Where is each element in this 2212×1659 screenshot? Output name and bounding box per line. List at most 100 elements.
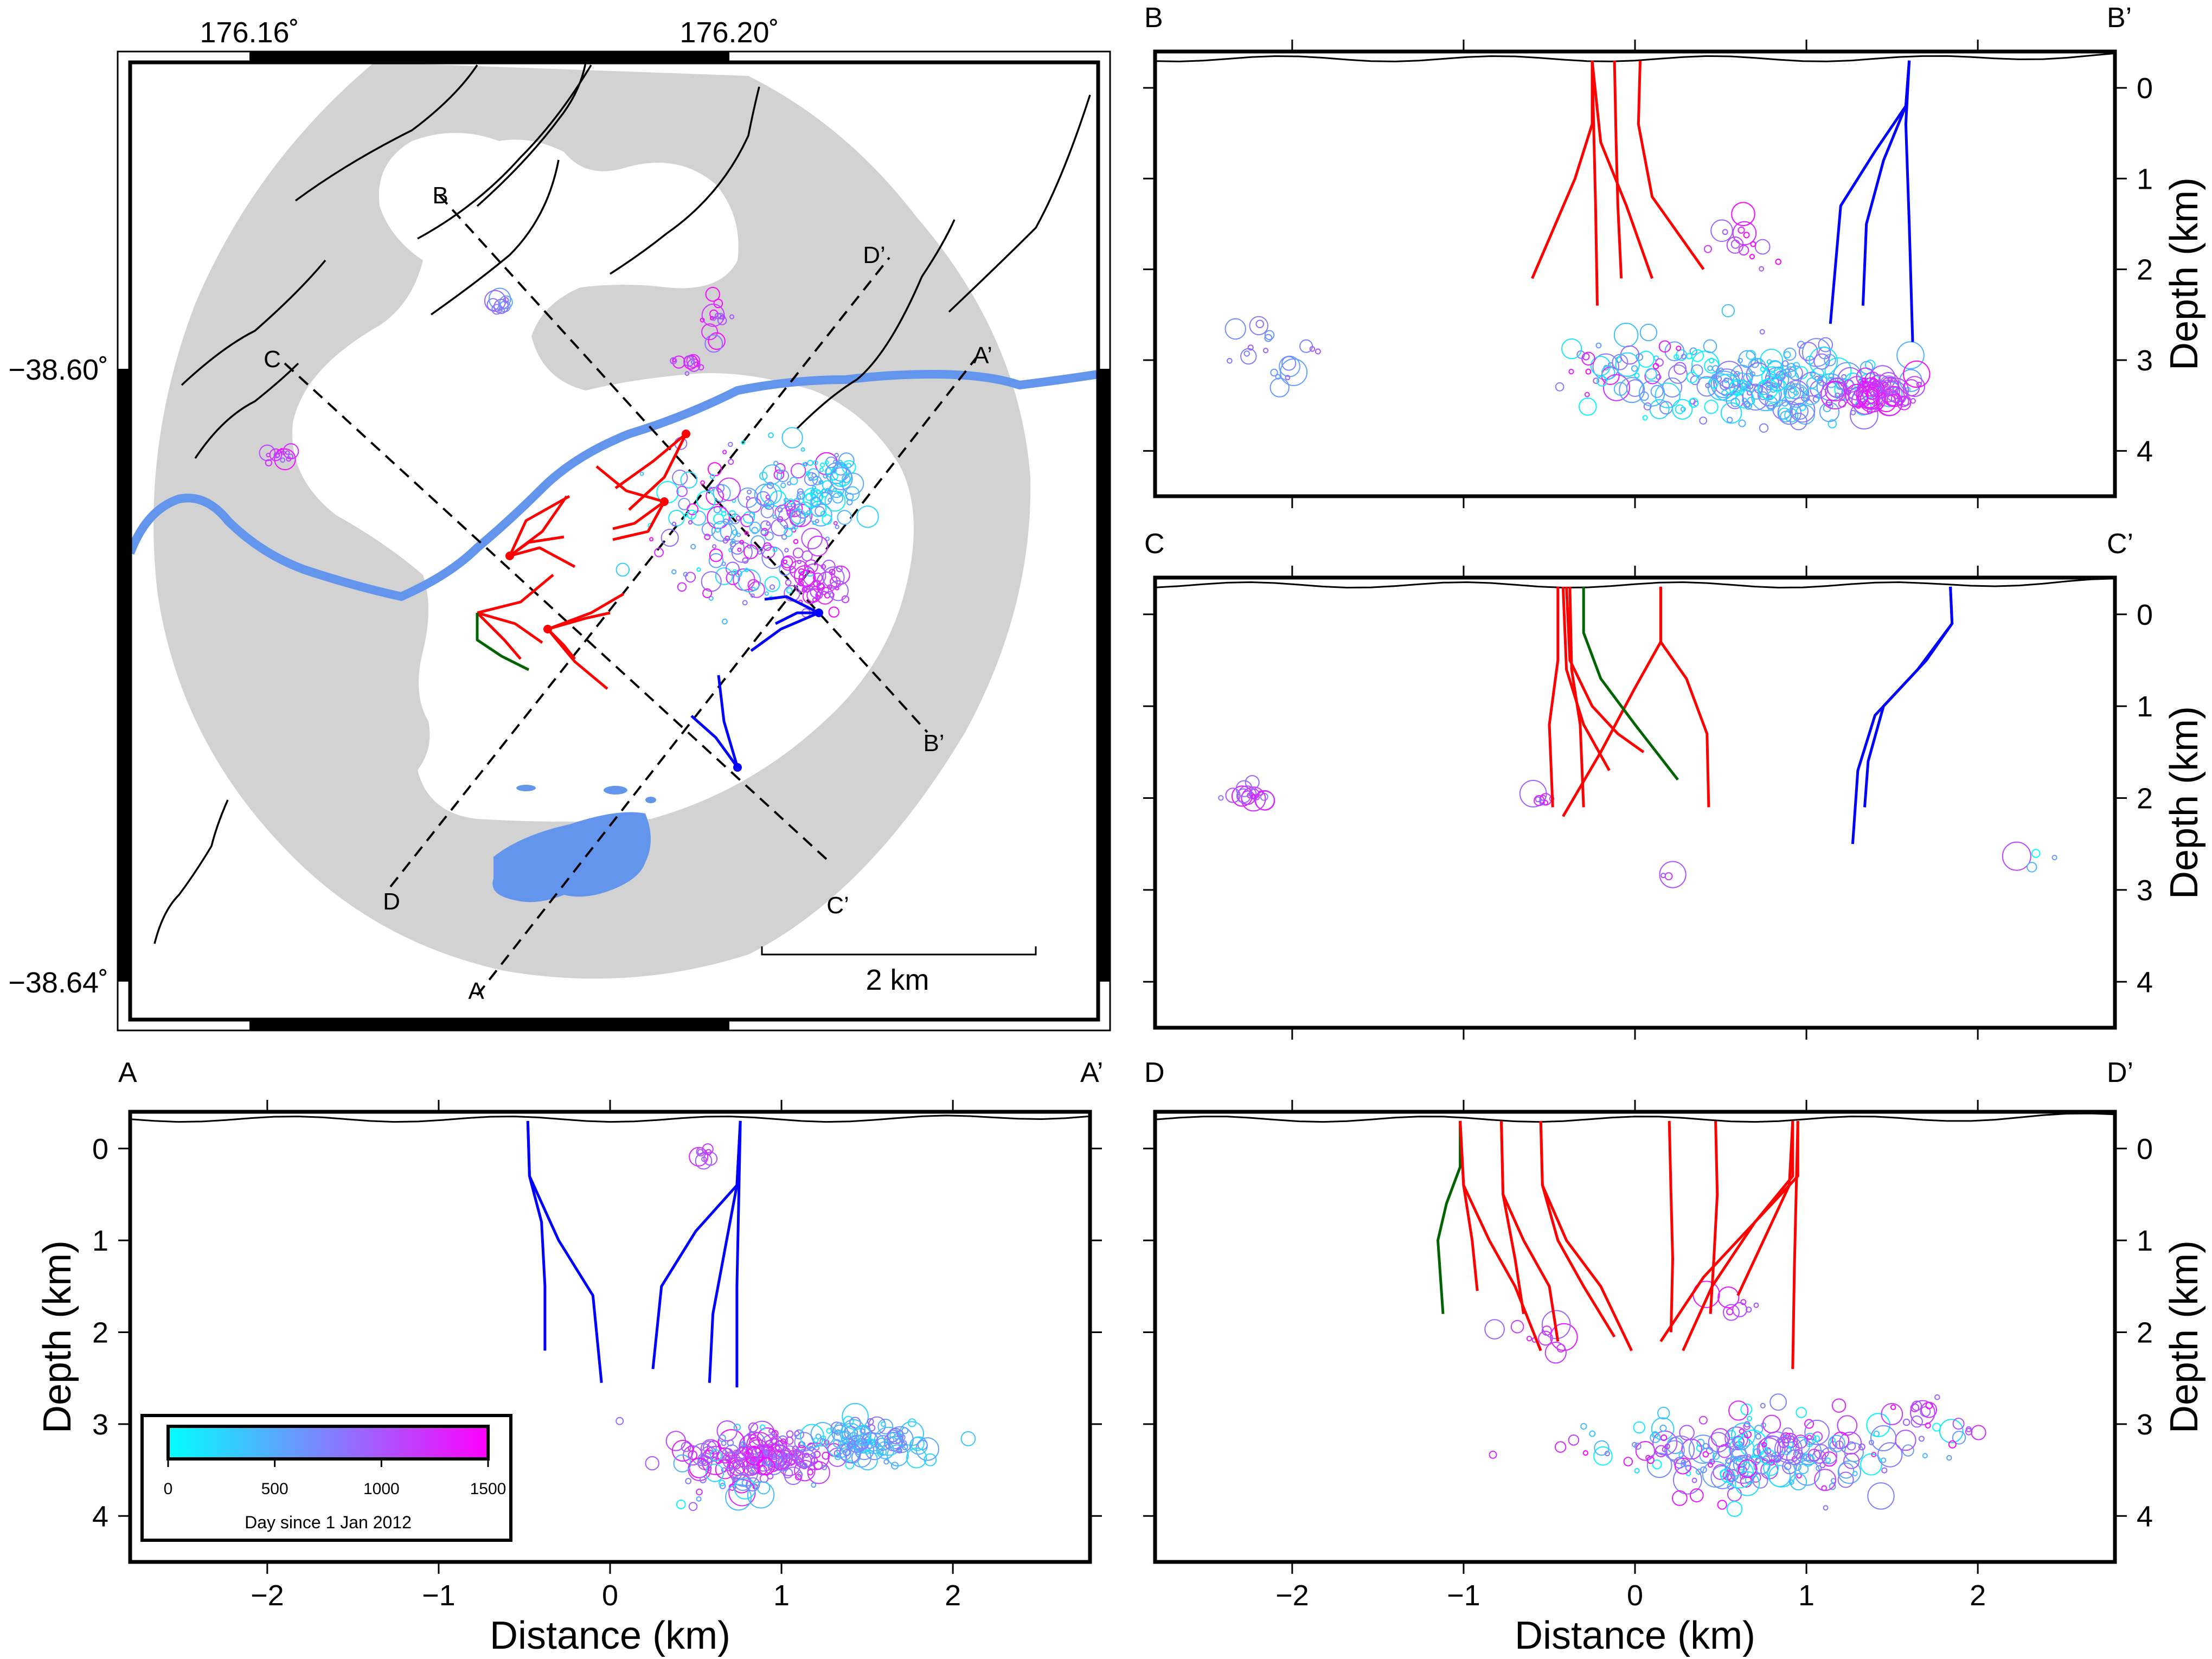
- map-earthquake: [743, 544, 759, 559]
- map-earthquake: [711, 521, 733, 542]
- earthquake-point: [1725, 1457, 1732, 1464]
- map-earthquake: [750, 593, 755, 598]
- map-earthquake: [740, 514, 754, 528]
- map-well-red: [476, 612, 522, 660]
- earthquake-point: [1738, 419, 1746, 427]
- map-earthquake: [690, 543, 696, 550]
- earthquake-point: [1632, 1442, 1637, 1447]
- earthquake-point: [689, 1146, 709, 1167]
- x-tick-label: −2: [1275, 1579, 1309, 1612]
- earthquake-point: [1861, 377, 1881, 397]
- map-earthquake: [705, 287, 721, 302]
- map-earthquake: [708, 332, 726, 350]
- map-well-red: [509, 495, 568, 557]
- map-earthquake: [811, 472, 817, 478]
- earthquake-point: [1264, 334, 1273, 342]
- earthquake-point: [1659, 1424, 1667, 1432]
- earthquake-point: [896, 1447, 902, 1453]
- earthquake-point: [756, 1481, 771, 1495]
- earthquake-point: [1724, 1426, 1749, 1451]
- map-earthquake: [285, 450, 290, 455]
- earthquake-point: [1717, 1286, 1740, 1309]
- map-earthquake: [834, 452, 839, 458]
- earthquake-point: [1535, 796, 1541, 803]
- y-tick-label: 1: [2137, 690, 2153, 723]
- earthquake-point: [1285, 375, 1291, 381]
- earthquake-point: [1689, 1488, 1704, 1503]
- map-earthquake: [793, 539, 799, 545]
- map-earthquake: [778, 505, 802, 529]
- x-tick-label: 0: [602, 1579, 618, 1612]
- earthquake-point: [1664, 1443, 1670, 1449]
- earthquake-point: [1760, 349, 1784, 372]
- map-earthquake: [265, 459, 273, 466]
- earthquake-point: [1796, 1407, 1807, 1418]
- earthquake-point: [1542, 800, 1548, 806]
- earthquake-point: [854, 1425, 871, 1443]
- earthquake-point: [1881, 1457, 1887, 1463]
- map-wellhead: [682, 430, 690, 438]
- earthquake-point: [1728, 1400, 1749, 1421]
- earthquake-point: [1751, 389, 1762, 400]
- map-earthquake: [269, 448, 283, 462]
- map-well-red: [612, 501, 666, 541]
- map-earthquake: [775, 463, 786, 474]
- earthquake-point: [1664, 341, 1685, 362]
- earthquake-point: [722, 1451, 741, 1470]
- map-earthquake: [728, 510, 736, 518]
- earthquake-point: [1650, 1432, 1661, 1443]
- earthquake-point: [1634, 1468, 1640, 1474]
- earthquake-point: [1243, 350, 1250, 357]
- map-earthquake: [770, 584, 775, 590]
- earthquake-point: [665, 1431, 687, 1451]
- earthquake-point: [1568, 369, 1574, 375]
- earthquake-point: [673, 1454, 691, 1472]
- colorbar-legend: 0 500 1000 1500 Day since 1 Jan 2012: [140, 1414, 512, 1542]
- earthquake-point: [1594, 1440, 1610, 1456]
- map-earthquake: [742, 600, 748, 606]
- well-track-blue: [708, 1120, 742, 1383]
- map-earthquake: [819, 467, 824, 472]
- map-earthquake: [787, 498, 794, 505]
- well-track-red: [1500, 1120, 1525, 1315]
- map-earthquake: [816, 571, 838, 593]
- map-earthquake: [822, 514, 832, 525]
- earthquake-point: [1745, 402, 1752, 410]
- earthquake-point: [1790, 1473, 1807, 1491]
- earthquake-point: [1825, 1457, 1831, 1463]
- earthquake-point: [1717, 1444, 1732, 1458]
- earthquake-point: [1631, 365, 1638, 372]
- map-earthquake: [806, 510, 811, 515]
- earthquake-point: [851, 1426, 871, 1446]
- earthquake-point: [1676, 345, 1682, 351]
- lake: [492, 812, 651, 902]
- earthquake-point: [1659, 861, 1687, 888]
- map-earthquake: [678, 498, 691, 510]
- earthquake-point: [794, 1429, 804, 1440]
- earthquake-point: [1727, 1474, 1736, 1483]
- earthquake-point: [1732, 1302, 1748, 1317]
- earthquake-point: [1737, 357, 1743, 363]
- earthquake-point: [1749, 371, 1755, 377]
- y-tick-label: 2: [92, 1317, 108, 1349]
- x-tick-label: −1: [422, 1579, 456, 1612]
- map-earthquake: [741, 440, 746, 445]
- earthquake-point: [1581, 351, 1595, 366]
- panel-b-frame: [1153, 49, 2117, 498]
- earthquake-point: [864, 1449, 870, 1455]
- earthquake-point: [1737, 1459, 1757, 1478]
- lon-scale-bar-top: [249, 52, 729, 62]
- earthquake-point: [1733, 1456, 1750, 1474]
- well-track-red: [1736, 1120, 1794, 1296]
- map-earthquake: [781, 534, 787, 540]
- earthquake-point: [802, 1462, 808, 1468]
- earthquake-point: [1809, 347, 1838, 376]
- earthquake-point: [1705, 382, 1711, 388]
- earthquake-point: [1710, 219, 1733, 242]
- map-earthquake: [784, 548, 789, 553]
- earthquake-point: [1804, 1419, 1830, 1445]
- earthquake-point: [1623, 1457, 1633, 1466]
- earthquake-point: [1858, 385, 1887, 413]
- map-well-tracks: [476, 430, 823, 772]
- earthquake-point: [681, 1442, 691, 1452]
